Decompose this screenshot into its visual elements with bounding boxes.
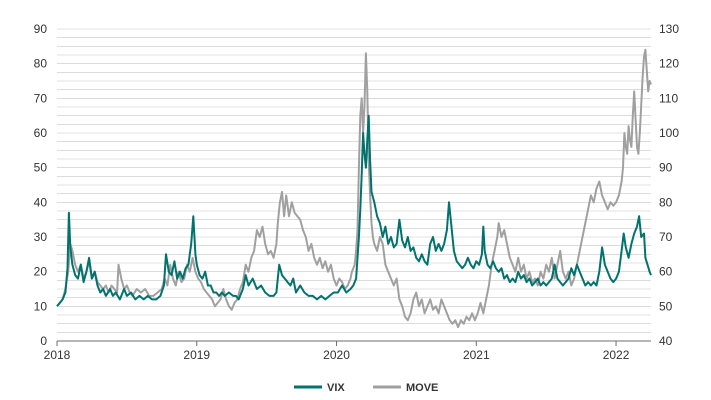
- y-left-tick-label: 40: [34, 195, 48, 209]
- y-axis-left: 0 10 20 30 40 50 60 70 80 90: [34, 22, 48, 348]
- y-left-tick-label: 90: [34, 22, 48, 36]
- y-left-tick-label: 30: [34, 230, 48, 244]
- y-right-tick-label: 70: [659, 230, 673, 244]
- y-left-tick-label: 10: [34, 299, 48, 313]
- gridlines: [57, 28, 651, 342]
- x-tick-label: 2022: [603, 348, 630, 362]
- legend: VIX MOVE: [294, 382, 438, 394]
- x-tick-label: 2021: [463, 348, 490, 362]
- y-right-tick-label: 40: [659, 334, 673, 348]
- y-left-tick-label: 20: [34, 265, 48, 279]
- x-tick-label: 2020: [323, 348, 350, 362]
- y-axis-right: 40 50 60 70 80 90 100 110 120 130: [659, 22, 679, 348]
- y-left-tick-label: 60: [34, 126, 48, 140]
- y-right-tick-label: 100: [659, 126, 679, 140]
- series-line-move: [56, 48, 652, 329]
- legend-label-vix: VIX: [327, 382, 345, 394]
- x-axis: 2018 2019 2020 2021 2022: [44, 341, 630, 362]
- x-tick-label: 2018: [44, 348, 71, 362]
- y-left-tick-label: 50: [34, 161, 48, 175]
- series-line-vix: [56, 114, 652, 307]
- y-right-tick-label: 50: [659, 299, 673, 313]
- y-right-tick-label: 110: [659, 91, 678, 105]
- y-right-tick-label: 120: [659, 57, 679, 71]
- series-lines: [56, 48, 652, 329]
- y-left-tick-label: 70: [34, 91, 48, 105]
- y-left-tick-label: 0: [40, 334, 47, 348]
- y-right-tick-label: 60: [659, 265, 673, 279]
- y-left-tick-label: 80: [34, 57, 48, 71]
- legend-label-move: MOVE: [406, 382, 438, 394]
- y-right-tick-label: 130: [659, 22, 679, 36]
- x-tick-label: 2019: [183, 348, 210, 362]
- y-right-tick-label: 80: [659, 195, 673, 209]
- y-right-tick-label: 90: [659, 161, 673, 175]
